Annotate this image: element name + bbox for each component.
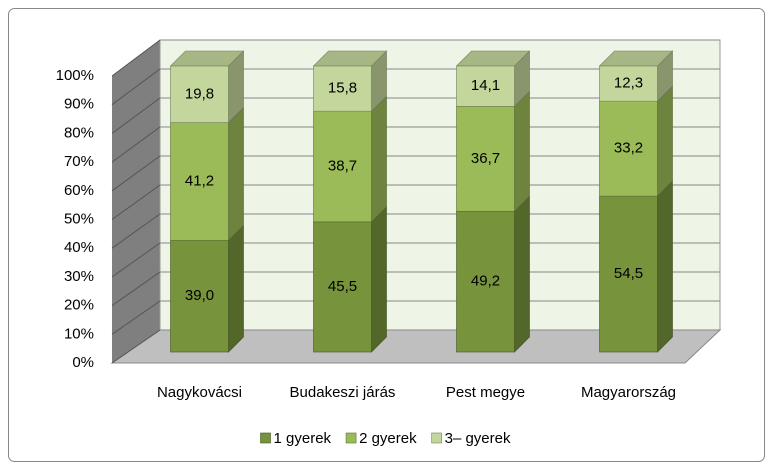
bar-side [657, 180, 673, 353]
y-tick-label: 40% [64, 239, 94, 256]
grid-line [111, 97, 161, 134]
y-tick-label: 20% [64, 297, 94, 314]
bar [313, 110, 372, 223]
data-label: 38,7 [328, 157, 357, 174]
data-label: 45,5 [328, 278, 357, 295]
y-tick-label: 80% [64, 124, 94, 141]
data-label: 39,0 [185, 287, 214, 304]
bar [599, 195, 658, 353]
grid-line [111, 68, 161, 106]
bar [170, 122, 229, 241]
bar [456, 210, 515, 353]
legend-label: 1 gyerek [274, 430, 332, 447]
data-label: 41,2 [185, 173, 214, 190]
grid-line [111, 155, 161, 192]
x-tick-label: Magyarország [581, 384, 676, 401]
bar-side [228, 224, 244, 353]
bar [170, 240, 229, 353]
data-label: 49,2 [471, 273, 500, 290]
bar-side [514, 90, 530, 213]
grid-line [111, 271, 161, 307]
y-tick-label: 100% [56, 67, 94, 84]
legend-swatch [431, 432, 442, 444]
y-tick-label: 60% [64, 182, 94, 199]
data-label: 15,8 [328, 80, 357, 97]
bar [456, 106, 515, 212]
data-label: 12,3 [614, 75, 643, 92]
y-tick-label: 70% [64, 153, 94, 170]
bar-side [657, 85, 673, 197]
y-tick-label: 90% [64, 96, 94, 113]
grid-line [111, 126, 161, 163]
bar [456, 65, 515, 107]
y-tick-label: 30% [64, 268, 94, 285]
bar [599, 100, 658, 197]
grid-line [111, 184, 161, 220]
bar-side [228, 106, 244, 242]
bar-side [371, 95, 387, 223]
grid-line [111, 329, 161, 364]
x-tick-label: Nagykovácsi [157, 384, 242, 401]
y-tick-label: 0% [72, 354, 94, 371]
bar-side [371, 206, 387, 353]
legend-label: 3– gyerek [445, 430, 511, 447]
legend-swatch [260, 432, 271, 444]
data-label: 36,7 [471, 150, 500, 167]
data-label: 19,8 [185, 85, 214, 102]
y-tick-label: 50% [64, 210, 94, 227]
bar [170, 65, 229, 123]
bar [599, 65, 658, 102]
bar [313, 65, 372, 112]
legend-label: 2 gyerek [359, 430, 417, 447]
grid-line [111, 213, 161, 249]
bar-side [514, 195, 530, 353]
side-wall [112, 40, 160, 363]
bar [313, 221, 372, 353]
grid-line [111, 300, 161, 335]
grid-line [111, 242, 161, 278]
grid-line [111, 39, 161, 77]
x-tick-label: Pest megye [446, 384, 525, 401]
y-tick-label: 10% [64, 325, 94, 342]
data-label: 33,2 [614, 140, 643, 157]
data-label: 14,1 [471, 77, 500, 94]
legend-swatch [345, 432, 357, 444]
data-label: 54,5 [614, 265, 643, 282]
x-tick-label: Budakeszi járás [290, 384, 396, 401]
